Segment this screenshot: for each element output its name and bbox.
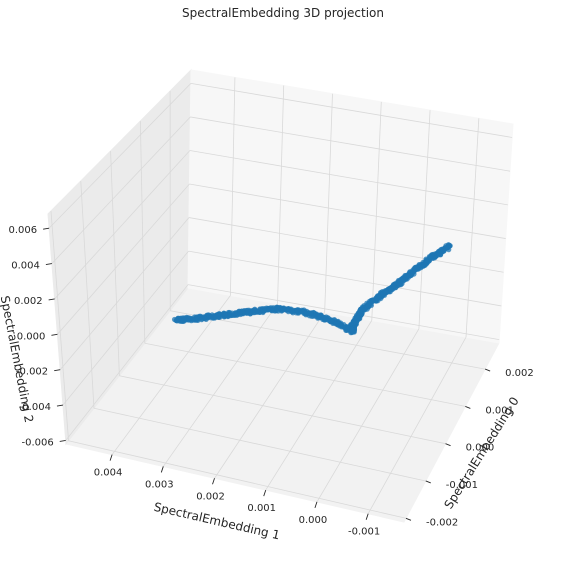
z-gridline <box>65 284 189 441</box>
z-tick-label: 0.004 <box>11 261 40 272</box>
x-gridline <box>170 310 486 370</box>
right-pane <box>187 69 514 344</box>
z-tick <box>45 263 52 265</box>
x-tick <box>425 480 431 484</box>
scatter-point <box>173 317 179 323</box>
z-tick <box>48 298 55 301</box>
x-tick-label: 0.002 <box>505 368 534 379</box>
y-gridline <box>316 328 420 503</box>
y-gridline <box>230 77 236 296</box>
z-tick-label: -0.002 <box>16 367 48 378</box>
x-gridline <box>50 210 69 441</box>
y-gridline <box>367 336 467 514</box>
y-tick <box>263 489 267 497</box>
y-gridline <box>418 110 431 329</box>
z-gridline <box>189 150 508 206</box>
z-gridline <box>54 150 191 300</box>
x-tick <box>465 405 471 409</box>
z-gridline <box>188 217 504 273</box>
chart-title: SpectralEmbedding 3D projection <box>182 6 384 20</box>
z-gridline <box>187 284 500 341</box>
x-gridline <box>68 440 407 519</box>
x-tick-label: 0.001 <box>485 405 514 416</box>
z-tick <box>56 404 64 407</box>
z-gridline <box>188 250 502 307</box>
y-tick-label: -0.001 <box>348 527 380 538</box>
x-tick <box>445 443 451 447</box>
y-gridline <box>324 93 333 313</box>
y-tick <box>365 513 369 520</box>
axes-grid <box>48 77 513 519</box>
x-tick-label: -0.002 <box>426 517 458 528</box>
z-gridline <box>190 83 513 138</box>
y-tick-label: 0.002 <box>196 491 225 502</box>
z-gridline <box>189 183 506 239</box>
z-tick-label: 0.002 <box>14 296 43 307</box>
y-gridline <box>265 320 373 491</box>
y-tick <box>314 501 318 509</box>
y-gridline <box>214 311 325 479</box>
z-tick-label: 0.000 <box>17 331 46 342</box>
x-tick-label: 0.000 <box>466 443 495 454</box>
scatter-points <box>171 242 453 336</box>
z-tick <box>59 440 66 442</box>
z-gridline <box>48 83 192 229</box>
y-gridline <box>111 295 231 455</box>
z-gridline <box>59 217 190 370</box>
z-tick-label: -0.006 <box>21 437 53 448</box>
z-tick-label: -0.004 <box>19 402 51 413</box>
z-gridline <box>62 250 189 406</box>
x-gridline <box>144 342 466 407</box>
y-tick <box>160 466 164 473</box>
y-gridline <box>162 303 278 467</box>
z-tick <box>51 333 58 336</box>
y-tick <box>212 478 215 485</box>
z-gridline <box>57 183 190 335</box>
z-tick <box>43 227 50 230</box>
z-gridline <box>190 116 511 172</box>
y-gridline <box>465 118 480 338</box>
y-gridline <box>277 85 285 304</box>
y-tick <box>109 454 113 461</box>
z-tick <box>54 369 61 372</box>
y-tick-label: 0.000 <box>299 515 328 526</box>
y-tick-label: 0.004 <box>94 468 123 479</box>
z-tick-label: 0.006 <box>8 225 37 236</box>
y-tick-label: 0.001 <box>247 503 276 514</box>
x-gridline <box>119 375 446 445</box>
axes-panes <box>47 68 514 523</box>
y-gridline <box>371 101 382 321</box>
y-tick-label: 0.003 <box>145 479 174 490</box>
axes-ticks: -0.002 -0.001 0.000 0.001 0.002 -0.001 0.000 0.… <box>8 225 533 538</box>
z-gridline <box>51 116 191 264</box>
x-tick-label: -0.001 <box>446 480 478 491</box>
x-gridline <box>93 407 426 482</box>
x-tick <box>405 517 412 521</box>
x-tick <box>484 368 491 372</box>
